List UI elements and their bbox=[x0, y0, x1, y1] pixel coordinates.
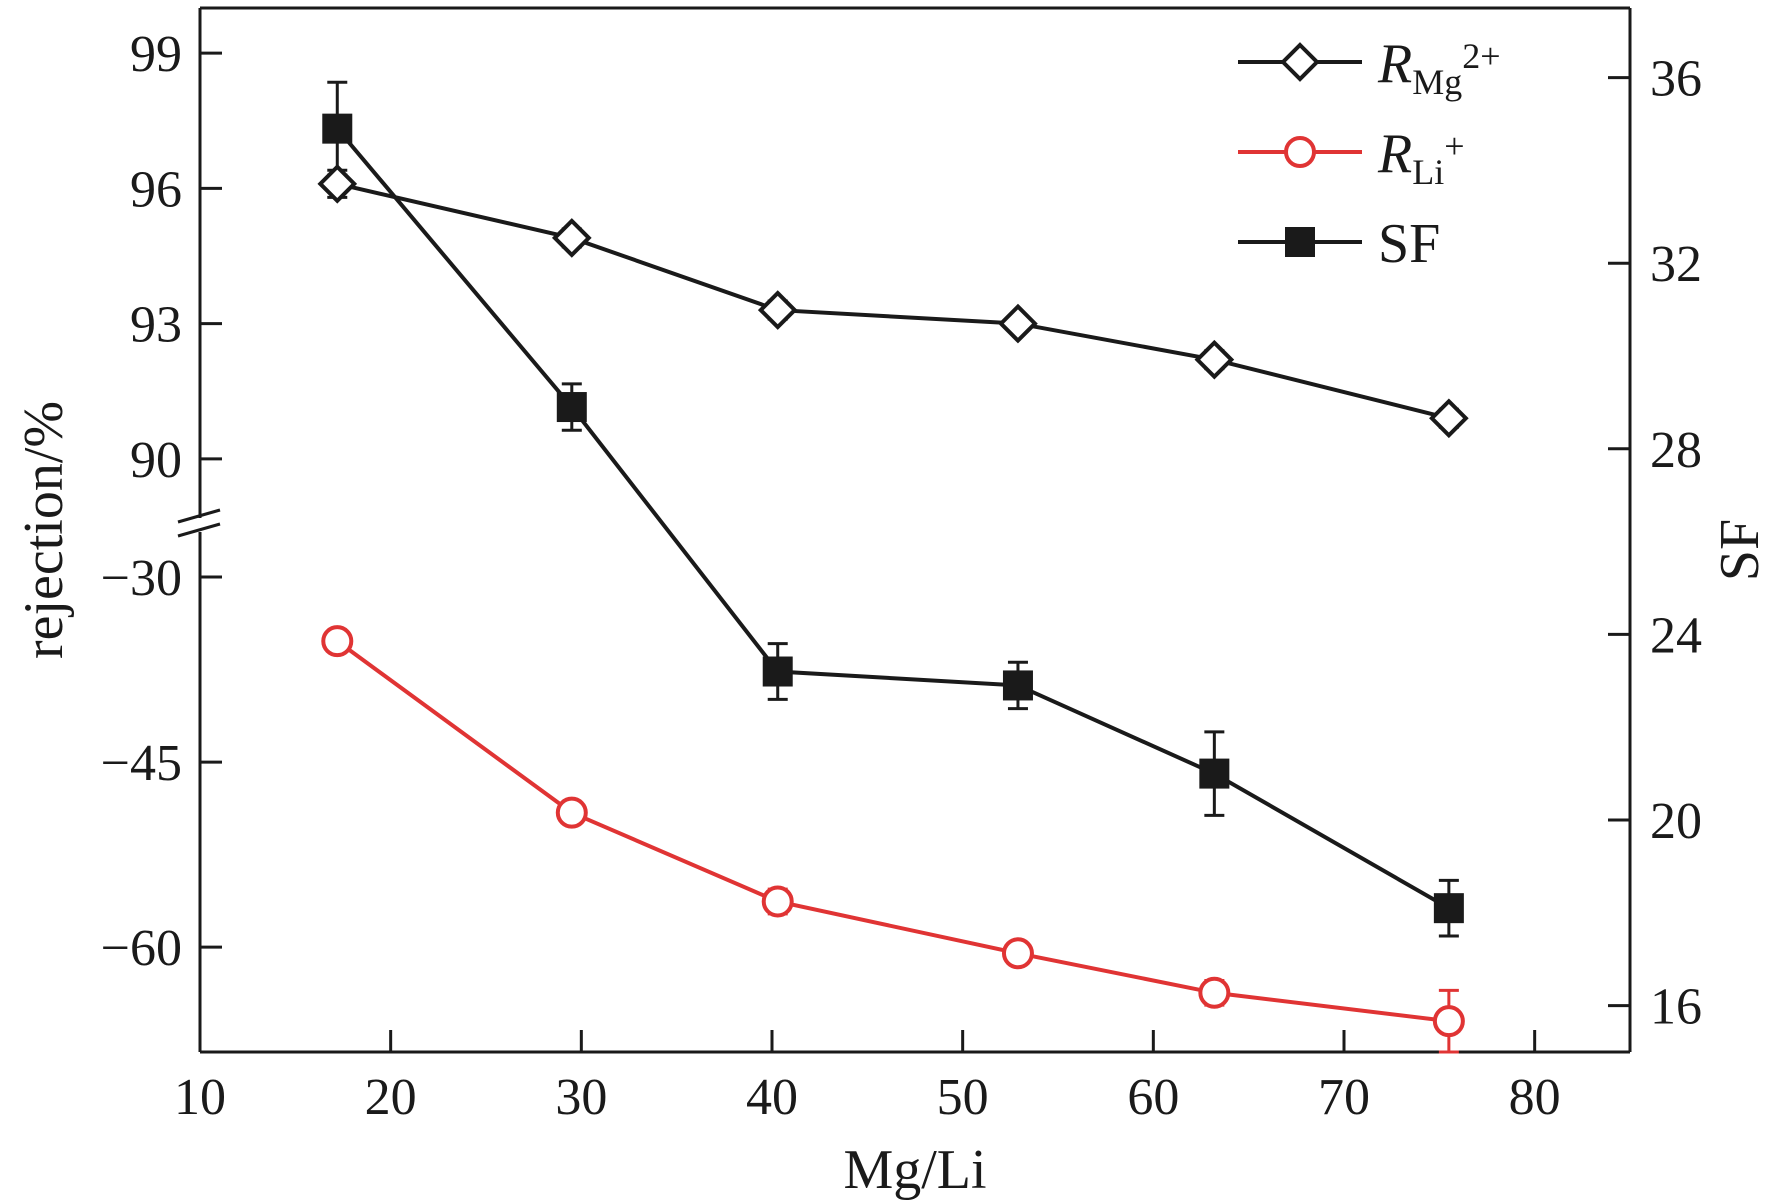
data-point bbox=[321, 625, 354, 658]
x-axis-title: Mg/Li bbox=[843, 1139, 986, 1201]
data-point bbox=[1001, 937, 1034, 970]
y-left-tick-label: 99 bbox=[130, 26, 182, 83]
legend-marker bbox=[1284, 136, 1316, 168]
series-R_Li+ bbox=[321, 625, 1465, 1054]
series-line bbox=[336, 181, 1450, 421]
data-point bbox=[757, 290, 798, 330]
legend: RMg2+ RLi+ SF bbox=[1238, 33, 1501, 275]
y-left-tick-label: −45 bbox=[101, 735, 182, 792]
y-right-tick-label: 36 bbox=[1650, 51, 1702, 108]
legend-label: RLi+ bbox=[1377, 123, 1465, 192]
data-point bbox=[317, 164, 358, 204]
series-R_Mg2+ bbox=[317, 164, 1469, 439]
x-tick-label: 80 bbox=[1509, 1069, 1561, 1126]
legend-item-R_Mg2+: RMg2+ bbox=[1238, 33, 1501, 102]
data-point bbox=[1429, 398, 1469, 439]
legend-marker bbox=[1280, 42, 1320, 82]
data-point bbox=[762, 656, 793, 687]
x-tick-label: 70 bbox=[1318, 1069, 1370, 1126]
y-axis-left: 99 96 93 90 −30 −45 −60 bbox=[101, 26, 222, 977]
axis-break-mark bbox=[177, 522, 221, 538]
y-left-tick-label: −60 bbox=[101, 920, 182, 977]
x-tick-label: 10 bbox=[174, 1069, 226, 1126]
y-left-tick-label: 96 bbox=[130, 161, 182, 218]
data-point bbox=[1432, 1005, 1465, 1038]
series-line bbox=[336, 639, 1450, 1024]
data-point bbox=[322, 113, 353, 144]
legend-label: RMg2+ bbox=[1377, 33, 1501, 102]
data-point bbox=[998, 303, 1038, 344]
data-point bbox=[551, 218, 592, 258]
data-point bbox=[761, 885, 794, 918]
data-point bbox=[555, 796, 588, 829]
data-point bbox=[1194, 339, 1235, 380]
y-right-tick-label: 16 bbox=[1650, 979, 1702, 1036]
legend-label: SF bbox=[1378, 213, 1440, 275]
data-point bbox=[1199, 758, 1230, 789]
series-SF bbox=[322, 80, 1464, 938]
series-line bbox=[335, 127, 1450, 910]
y-left-tick-label: 93 bbox=[130, 297, 182, 354]
series-layer bbox=[317, 80, 1469, 1054]
y-right-tick-label: 32 bbox=[1650, 236, 1702, 293]
data-point bbox=[556, 392, 587, 423]
x-axis: 10 20 30 40 50 60 70 80 bbox=[174, 1030, 1561, 1126]
y-axis-left-title: rejection/% bbox=[13, 401, 75, 659]
y-right-tick-label: 20 bbox=[1650, 793, 1702, 850]
y-right-tick-label: 24 bbox=[1650, 607, 1702, 664]
x-tick-label: 40 bbox=[746, 1069, 798, 1126]
y-axis-right: 36 32 28 24 20 16 bbox=[1608, 51, 1702, 1036]
data-point bbox=[1198, 976, 1231, 1009]
x-tick-label: 50 bbox=[937, 1069, 989, 1126]
legend-item-R_Li+: RLi+ bbox=[1238, 123, 1465, 192]
x-tick-label: 60 bbox=[1127, 1069, 1179, 1126]
y-left-tick-label: −30 bbox=[101, 550, 182, 607]
x-tick-label: 30 bbox=[555, 1069, 607, 1126]
plot-frame bbox=[177, 6, 1632, 1054]
data-point bbox=[1002, 670, 1033, 701]
data-point bbox=[1433, 893, 1464, 924]
legend-marker bbox=[1285, 227, 1315, 257]
axis-break-mark bbox=[177, 508, 221, 524]
y-axis-right-title: SF bbox=[1709, 519, 1771, 581]
x-tick-label: 20 bbox=[365, 1069, 417, 1126]
y-right-tick-label: 28 bbox=[1650, 422, 1702, 479]
legend-item-SF: SF bbox=[1238, 213, 1440, 275]
y-left-tick-label: 90 bbox=[130, 432, 182, 489]
